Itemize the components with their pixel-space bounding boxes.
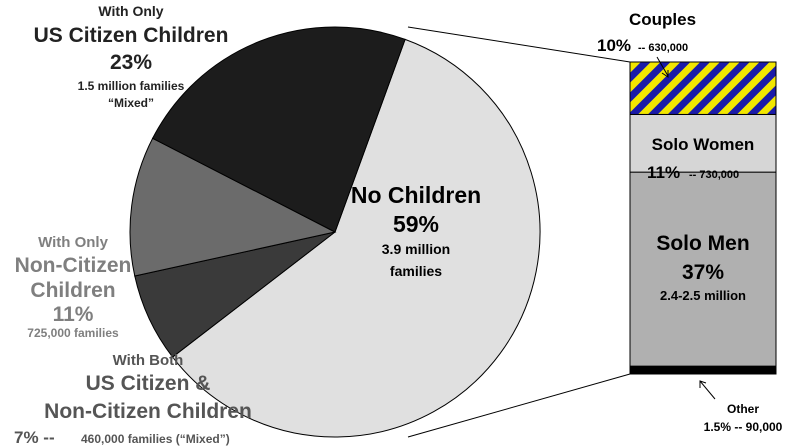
label-no-children: No Children 59% 3.9 million families (351, 182, 481, 279)
label-non-citizen-line1: With Only (38, 234, 109, 251)
label-solo-men-pct: 37% (682, 261, 724, 284)
label-us-citizen-line3: 23% (110, 51, 152, 74)
label-solo-men-name: Solo Men (656, 232, 749, 255)
pointer-couples-arrowhead (661, 70, 669, 78)
label-couples-detail: -- 630,000 (638, 42, 688, 54)
bar-segment-couples (629, 61, 777, 115)
label-non-citizen-line3: Children (30, 279, 115, 302)
connector-line-bottom (407, 373, 631, 438)
label-both-line4a: 7% -- (14, 428, 55, 447)
label-non-citizen: With Only Non-Citizen Children 11% 725,0… (15, 234, 132, 340)
pointer-couples (656, 56, 669, 77)
bar-segment-solo-men (629, 171, 777, 367)
label-solo-men-detail: 2.4-2.5 million (660, 288, 746, 303)
label-solo-women-detail: -- 730,000 (689, 169, 739, 181)
pie-chart (129, 26, 541, 438)
label-other: Other 1.5% -- 90,000 (704, 402, 783, 434)
label-other-detail: 1.5% -- 90,000 (704, 420, 783, 434)
label-solo-women-pct: 11% (647, 163, 680, 182)
pointer-other-arrowhead (699, 380, 707, 388)
label-non-citizen-line5: 725,000 families (27, 326, 119, 340)
label-solo-men: Solo Men 37% 2.4-2.5 million (656, 232, 749, 303)
label-solo-women-name: Solo Women (652, 135, 755, 154)
label-no-children-line3: 3.9 million (382, 241, 450, 257)
label-no-children-line2: 59% (393, 211, 439, 237)
label-couples-name: Couples (629, 10, 696, 29)
label-couples-pct: 10% (597, 36, 631, 55)
pie-slice-no-children (171, 38, 541, 438)
label-us-citizen-line1: With Only (98, 3, 163, 19)
label-solo-women: Solo Women 11% -- 730,000 (647, 135, 754, 182)
label-both-line3: Non-Citizen Children (44, 400, 252, 423)
label-both: With Both US Citizen & Non-Citizen Child… (14, 352, 252, 447)
label-us-citizen-line5: “Mixed” (108, 96, 154, 110)
connector-line-top (407, 26, 631, 63)
label-no-children-line4: families (390, 263, 442, 279)
label-both-line1: With Both (113, 352, 184, 369)
label-non-citizen-line4: 11% (53, 303, 94, 326)
pie-slice-non-citizen (129, 137, 337, 277)
label-us-citizen-line2: US Citizen Children (34, 24, 229, 47)
label-other-name: Other (727, 402, 759, 416)
stacked-bar (629, 61, 777, 375)
label-us-citizen-line4: 1.5 million families (78, 79, 185, 93)
label-us-citizen: With Only US Citizen Children 23% 1.5 mi… (34, 3, 229, 110)
label-both-line4b: 460,000 families (“Mixed”) (81, 432, 230, 446)
bar-segment-solo-women (629, 113, 777, 173)
label-no-children-line1: No Children (351, 182, 481, 208)
label-non-citizen-line2: Non-Citizen (15, 254, 132, 277)
pie-slice-us-citizen (151, 26, 406, 233)
label-both-line2: US Citizen & (86, 372, 211, 395)
label-couples: Couples 10% -- 630,000 (597, 10, 696, 55)
pointer-other (699, 380, 716, 400)
bar-segment-other (629, 365, 777, 375)
